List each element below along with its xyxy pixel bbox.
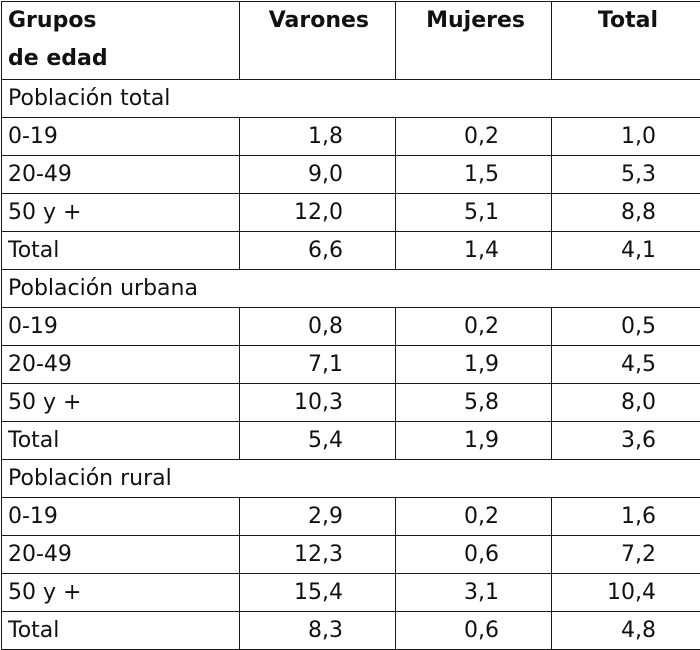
age-group-cell: 0-19 — [2, 308, 240, 346]
table-row: 0-19 1,8 0,2 1,0 — [2, 118, 700, 156]
women-cell: 1,9 — [396, 422, 552, 460]
women-cell: 5,8 — [396, 384, 552, 422]
women-cell: 3,1 — [396, 574, 552, 612]
women-cell: 1,5 — [396, 156, 552, 194]
section-row: Población rural — [2, 460, 700, 498]
total-cell: 4,8 — [552, 612, 700, 650]
total-cell: 4,5 — [552, 346, 700, 384]
table-row: 0-19 2,9 0,2 1,6 — [2, 498, 700, 536]
men-cell: 6,6 — [240, 232, 396, 270]
section-row: Población total — [2, 80, 700, 118]
table-row: Total 5,4 1,9 3,6 — [2, 422, 700, 460]
total-cell: 10,4 — [552, 574, 700, 612]
section-title: Población rural — [2, 460, 700, 498]
table-row: 20-49 9,0 1,5 5,3 — [2, 156, 700, 194]
age-group-cell: 0-19 — [2, 498, 240, 536]
age-group-cell: 50 y + — [2, 384, 240, 422]
total-cell: 1,6 — [552, 498, 700, 536]
table-row: Total 8,3 0,6 4,8 — [2, 612, 700, 650]
total-cell: 5,3 — [552, 156, 700, 194]
men-cell: 2,9 — [240, 498, 396, 536]
total-cell: 8,8 — [552, 194, 700, 232]
total-cell: 0,5 — [552, 308, 700, 346]
age-group-cell: Total — [2, 422, 240, 460]
header-women: Mujeres — [396, 2, 552, 80]
age-group-cell: 0-19 — [2, 118, 240, 156]
men-cell: 7,1 — [240, 346, 396, 384]
age-group-cell: 20-49 — [2, 536, 240, 574]
age-group-cell: 50 y + — [2, 194, 240, 232]
women-cell: 0,6 — [396, 612, 552, 650]
women-cell: 5,1 — [396, 194, 552, 232]
header-age-group: Grupos de edad — [2, 2, 240, 80]
men-cell: 0,8 — [240, 308, 396, 346]
age-group-cell: 20-49 — [2, 156, 240, 194]
men-cell: 15,4 — [240, 574, 396, 612]
total-cell: 3,6 — [552, 422, 700, 460]
women-cell: 0,6 — [396, 536, 552, 574]
age-group-cell: Total — [2, 232, 240, 270]
men-cell: 8,3 — [240, 612, 396, 650]
header-age-group-line1: Grupos — [8, 8, 97, 33]
women-cell: 1,4 — [396, 232, 552, 270]
header-men: Varones — [240, 2, 396, 80]
men-cell: 12,3 — [240, 536, 396, 574]
table-row: Total 6,6 1,4 4,1 — [2, 232, 700, 270]
women-cell: 0,2 — [396, 498, 552, 536]
section-title: Población total — [2, 80, 700, 118]
men-cell: 9,0 — [240, 156, 396, 194]
age-group-cell: 20-49 — [2, 346, 240, 384]
table-row: 50 y + 12,0 5,1 8,8 — [2, 194, 700, 232]
age-group-cell: 50 y + — [2, 574, 240, 612]
section-title: Población urbana — [2, 270, 700, 308]
women-cell: 1,9 — [396, 346, 552, 384]
men-cell: 10,3 — [240, 384, 396, 422]
table-row: 50 y + 15,4 3,1 10,4 — [2, 574, 700, 612]
age-group-cell: Total — [2, 612, 240, 650]
table-row: 20-49 12,3 0,6 7,2 — [2, 536, 700, 574]
total-cell: 7,2 — [552, 536, 700, 574]
table-row: 20-49 7,1 1,9 4,5 — [2, 346, 700, 384]
men-cell: 5,4 — [240, 422, 396, 460]
header-age-group-line2: de edad — [8, 46, 108, 71]
total-cell: 1,0 — [552, 118, 700, 156]
men-cell: 1,8 — [240, 118, 396, 156]
header-total: Total — [552, 2, 700, 80]
men-cell: 12,0 — [240, 194, 396, 232]
header-row: Grupos de edad Varones Mujeres Total — [2, 2, 700, 80]
section-row: Población urbana — [2, 270, 700, 308]
total-cell: 8,0 — [552, 384, 700, 422]
women-cell: 0,2 — [396, 308, 552, 346]
table-row: 50 y + 10,3 5,8 8,0 — [2, 384, 700, 422]
women-cell: 0,2 — [396, 118, 552, 156]
table-row: 0-19 0,8 0,2 0,5 — [2, 308, 700, 346]
total-cell: 4,1 — [552, 232, 700, 270]
